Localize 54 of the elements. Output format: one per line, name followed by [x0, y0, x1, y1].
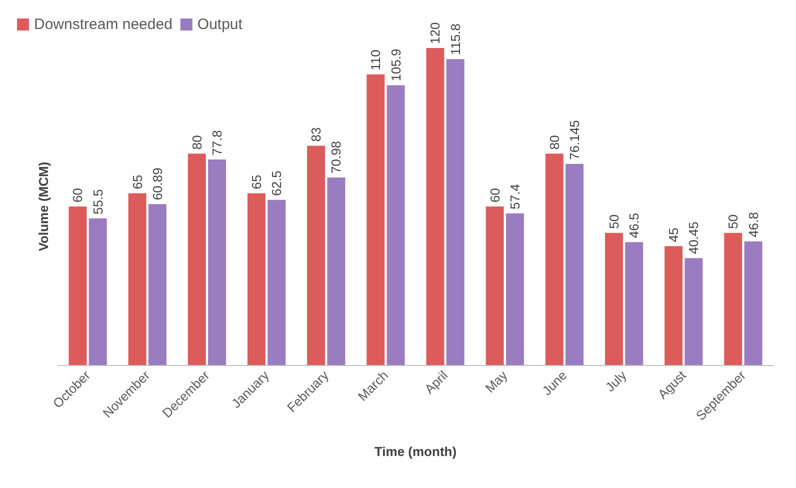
bar	[327, 177, 346, 365]
data-label: 57.4	[507, 184, 522, 210]
data-label: 65	[130, 174, 145, 190]
data-label: 55.5	[90, 189, 106, 214]
data-label: 62.5	[269, 170, 284, 196]
bar	[386, 85, 405, 365]
data-label: 60	[70, 188, 86, 202]
bar	[625, 242, 644, 365]
bar	[604, 232, 623, 365]
data-label: 77.8	[210, 130, 225, 156]
bar	[684, 258, 703, 365]
data-label: 60	[487, 188, 502, 202]
data-label: 76.145	[567, 120, 582, 160]
data-label: 80	[189, 135, 204, 150]
data-label: 50	[726, 214, 741, 229]
data-label: 80	[546, 135, 562, 150]
data-label: 65	[248, 174, 264, 190]
bar	[506, 213, 524, 365]
bar	[128, 193, 146, 365]
data-label: 110	[368, 50, 384, 70]
data-label: 45	[666, 228, 682, 242]
bar	[148, 204, 166, 365]
data-label: 46.8	[746, 212, 761, 238]
data-label: 70.98	[328, 140, 344, 174]
bar	[426, 48, 444, 365]
data-label: 50	[606, 214, 622, 229]
bar	[664, 246, 683, 365]
y-axis-title: Volume (MCM)	[36, 162, 51, 252]
data-label: 83	[308, 127, 324, 142]
bar	[566, 164, 584, 365]
data-label: 120	[428, 22, 443, 44]
x-tick-label: May	[482, 367, 511, 396]
legend-label: Output	[197, 16, 244, 33]
bar	[247, 193, 266, 365]
x-tick-label: July	[602, 367, 630, 395]
bar	[208, 159, 226, 365]
bar	[744, 241, 762, 365]
bar	[68, 206, 87, 365]
x-axis-title: Time (month)	[374, 444, 457, 459]
legend-label: Downstream needed	[34, 16, 172, 33]
bar	[446, 59, 464, 365]
bar	[268, 200, 286, 365]
data-label: 46.5	[626, 212, 642, 238]
data-label: 115.8	[448, 24, 463, 56]
bar	[486, 206, 504, 365]
bar	[188, 154, 206, 365]
data-label: 60.89	[150, 168, 165, 200]
bar	[307, 146, 326, 365]
bar	[366, 74, 385, 365]
bar	[88, 218, 107, 365]
data-label: 40.45	[686, 222, 702, 254]
bar	[724, 232, 742, 365]
data-label: 105.9	[388, 48, 404, 82]
bar	[545, 154, 564, 365]
